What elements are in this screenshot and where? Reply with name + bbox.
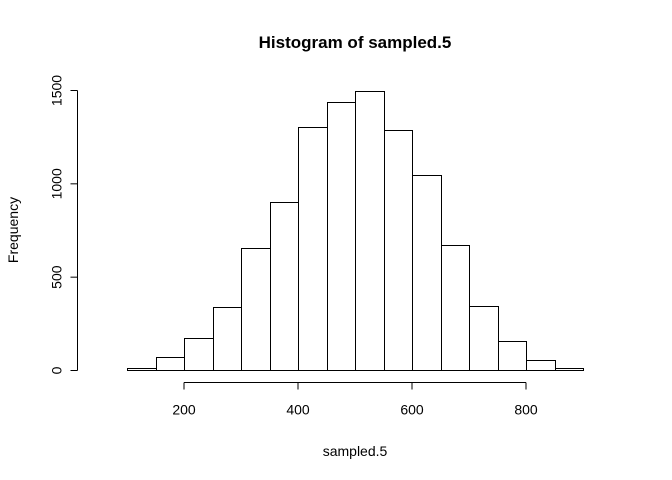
x-axis-label: sampled.5 <box>323 443 388 459</box>
histogram-bar-2 <box>156 357 185 371</box>
histogram-bar-13 <box>469 306 499 371</box>
y-tick-label: 500 <box>49 265 65 289</box>
y-axis: 0 500 1000 1500 <box>49 75 78 374</box>
x-tick-label: 200 <box>172 402 196 418</box>
y-axis-label: Frequency <box>5 197 21 263</box>
histogram-bar-3 <box>184 338 214 371</box>
histogram-bar-14 <box>498 341 527 371</box>
histogram-bar-11 <box>412 175 442 371</box>
bars-group <box>127 91 584 371</box>
y-tick-label: 1000 <box>49 168 65 199</box>
x-axis: 200 400 600 800 <box>172 382 538 418</box>
x-tick-label: 400 <box>286 402 310 418</box>
y-tick-label: 0 <box>49 366 65 374</box>
chart-title: Histogram of sampled.5 <box>259 33 452 52</box>
histogram-bar-10 <box>384 130 413 371</box>
x-tick-label: 600 <box>400 402 424 418</box>
histogram-bar-1 <box>127 368 157 371</box>
x-tick-label: 800 <box>514 402 538 418</box>
histogram-bar-6 <box>270 202 299 371</box>
histogram-bar-5 <box>241 248 271 371</box>
histogram-bar-15 <box>526 360 556 371</box>
histogram-bar-4 <box>213 307 242 371</box>
histogram-bar-16 <box>555 368 584 371</box>
histogram-bar-8 <box>327 102 356 371</box>
histogram-bar-7 <box>298 127 328 371</box>
histogram-bar-9 <box>355 91 385 371</box>
y-tick-label: 1500 <box>49 75 65 106</box>
histogram-bar-12 <box>441 245 470 371</box>
